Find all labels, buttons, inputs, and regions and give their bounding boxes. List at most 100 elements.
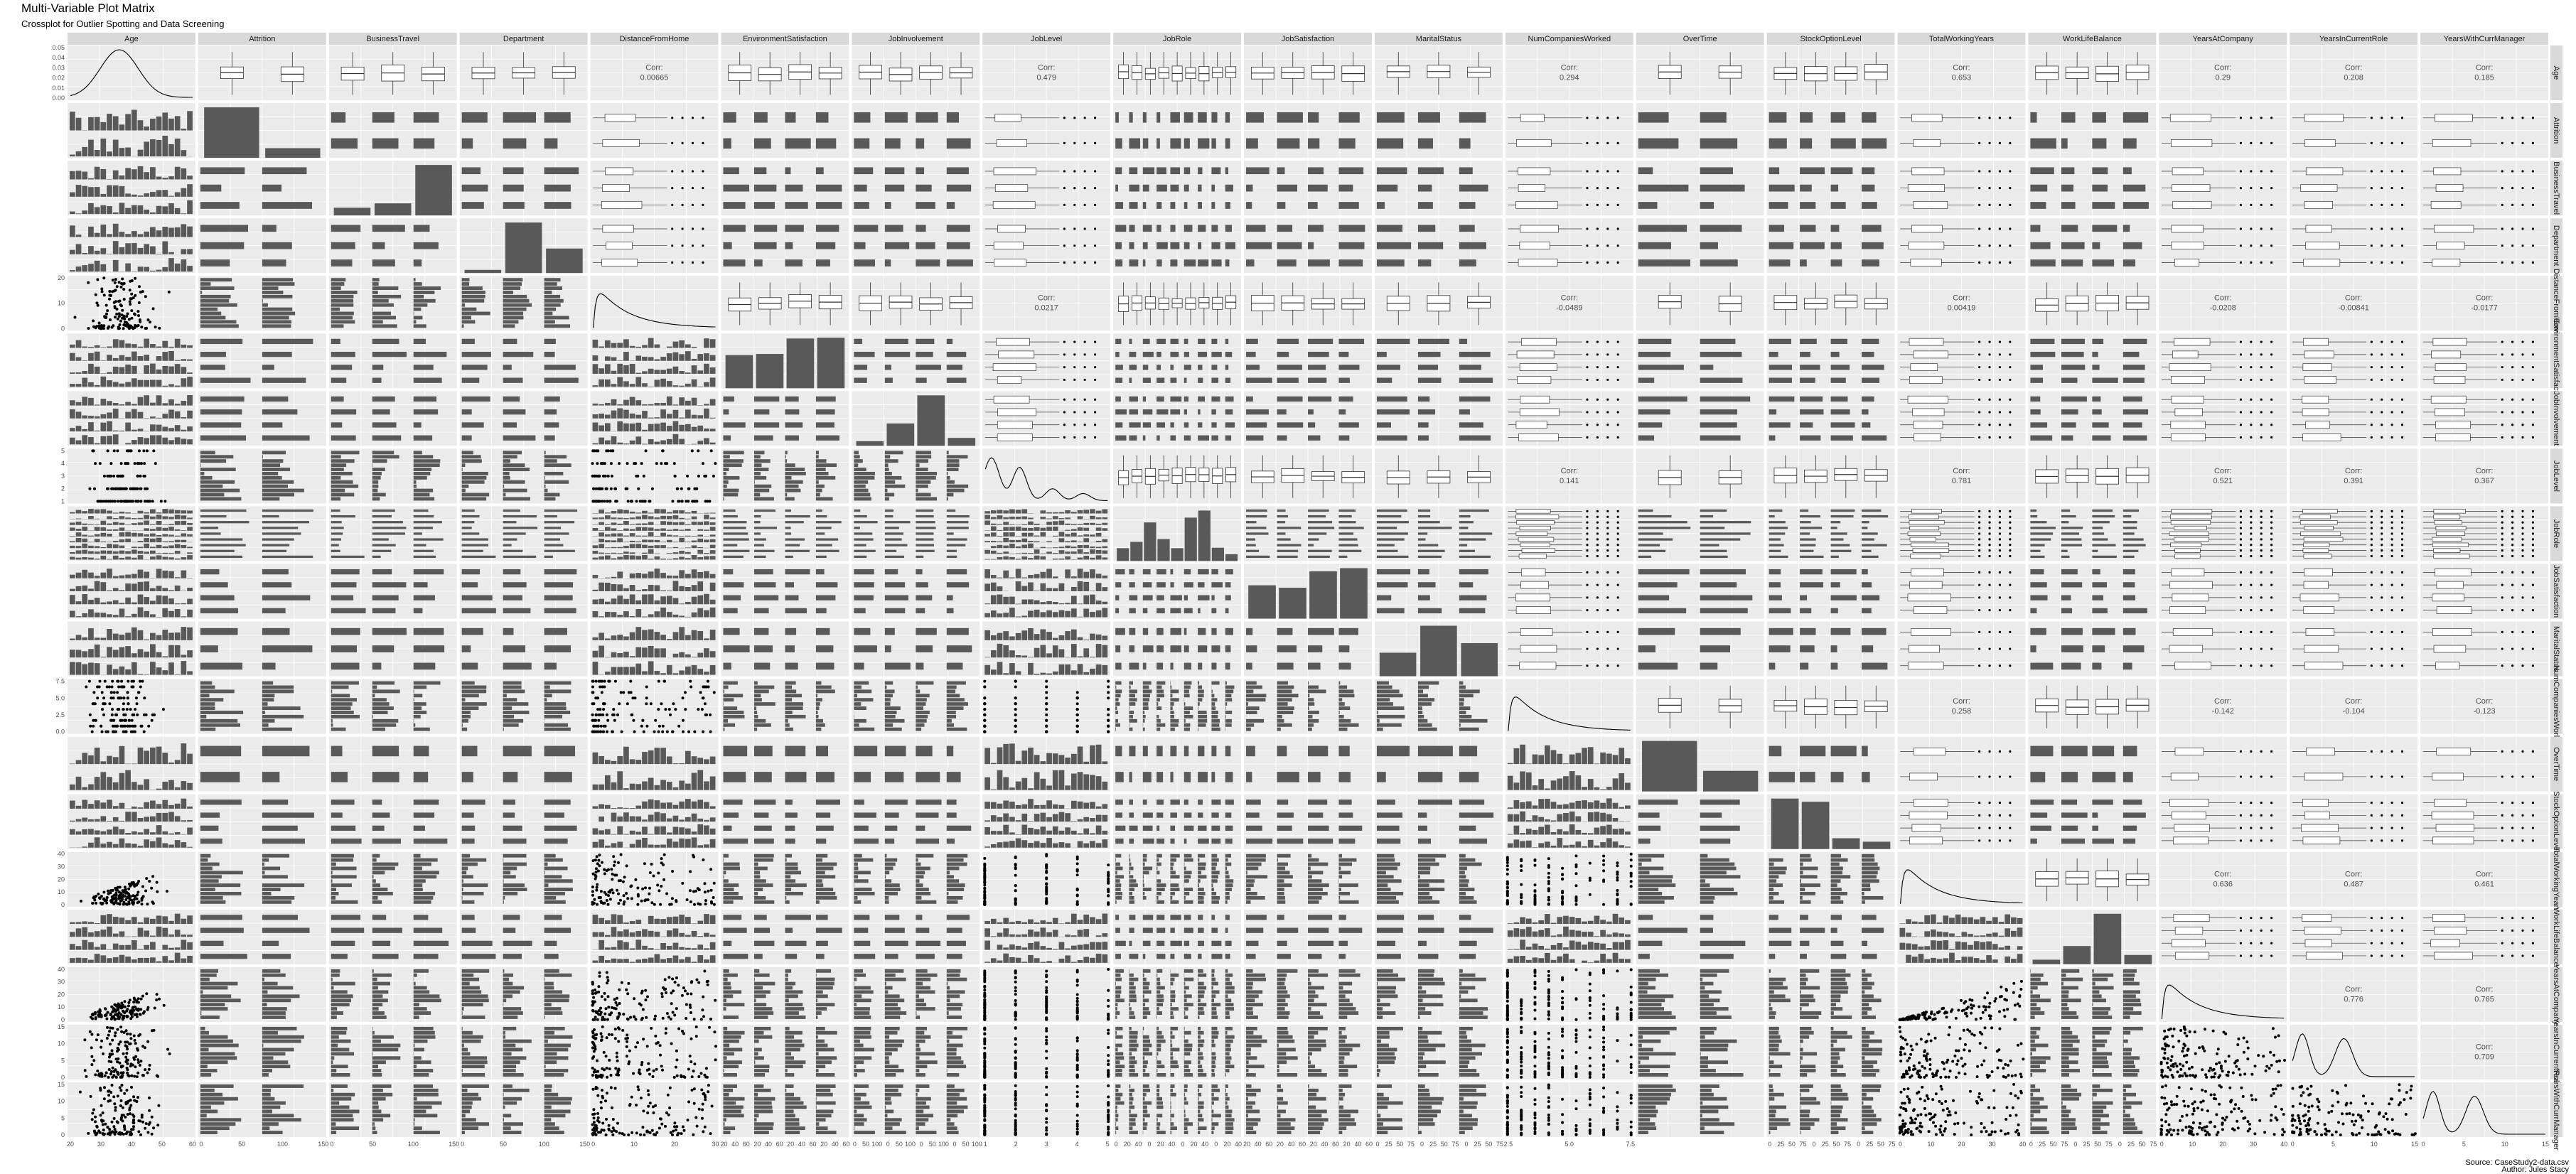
hist-bar [150,510,156,514]
scatter-point [97,304,100,307]
hist-bar [372,476,381,480]
hist-bar [642,515,648,519]
bar [2123,436,2147,441]
bar [723,515,737,517]
scatter-point [603,462,606,465]
bar [1225,397,1234,402]
bar [947,242,970,249]
outlier-point [1988,341,1990,343]
bar [462,436,472,441]
outlier-point [1586,170,1588,172]
bar [723,422,745,427]
outlier-point [2250,411,2252,413]
hist-bar [76,550,82,554]
bar [414,409,438,414]
scatter-point [112,475,115,478]
hist-bar [414,493,430,497]
outlier-point [2250,424,2252,426]
bar [414,436,432,441]
box [605,114,635,122]
scatter-point [116,449,119,452]
bar [1143,259,1146,266]
hist-bar [947,476,950,480]
bar [1700,436,1741,441]
outlier-point [2240,227,2242,230]
hist-bar [1009,532,1015,537]
bar [372,538,389,540]
bar [414,538,444,540]
hist-bar [704,529,709,531]
scatter-point [113,449,116,452]
hist-bar [200,451,215,454]
hist-bar [138,234,144,237]
bar [1156,185,1167,192]
bar [331,397,344,402]
hist-bar [593,524,599,525]
outlier-point [2391,187,2393,189]
bar [1246,225,1265,232]
box [1914,139,1940,146]
hist-bar [885,468,889,471]
bar [1418,436,1429,441]
panel-jobinvolvement-jobsatisfaction [1244,391,1372,446]
hist-bar [667,397,672,406]
outlier-point [2391,204,2393,206]
bar [262,409,298,414]
box [606,242,633,249]
bar [916,532,933,534]
outlier-point [1596,424,1599,426]
bar-environmentsatisfaction-3 [817,338,845,388]
hist-bar [82,347,87,348]
scatter-point [100,327,103,330]
hist-bar [144,534,149,537]
scatter-point [123,298,126,301]
bar [1211,185,1215,192]
hist-bar [697,370,703,374]
bar [754,544,764,546]
scatter-point [640,462,643,465]
bar [785,515,810,517]
hist-bar [667,516,672,519]
hist-bar [144,126,149,131]
bar [1184,242,1190,249]
box [1912,168,1944,175]
corr-value-joblevel-totalworkingyears: 0.781 [1952,477,1972,485]
bar [1769,409,1777,414]
hist-bar [262,480,294,484]
hist-bar [697,539,703,542]
outlier-point [2501,424,2503,426]
bar [462,515,480,517]
scatter-point [601,488,603,490]
bar [1338,225,1365,232]
hist-bar [673,385,679,387]
hist-bar [175,551,181,554]
hist-bar [1096,533,1102,537]
scatter-point [674,475,677,478]
box [998,225,1026,232]
hist-bar [200,286,235,290]
hist-bar [200,308,218,311]
bar [947,365,962,370]
hist-bar [175,227,181,237]
scatter-point [123,318,126,321]
box [2303,338,2328,345]
hist-bar [88,117,94,131]
hist-bar [144,355,149,361]
hist-bar [685,409,691,418]
bar [1377,409,1410,414]
outlier-point [2260,411,2263,413]
scatter-point [94,462,97,465]
bar [2030,352,2055,357]
box [2436,433,2471,441]
scatter-point [95,301,98,304]
outlier-point [2240,424,2242,426]
outlier-point [1084,170,1086,172]
hist-bar [617,534,623,537]
hist-bar [599,510,604,514]
bar [544,538,560,540]
hist-bar [132,430,137,431]
hist-bar [119,404,125,406]
hist-bar [816,485,825,488]
outlier-point [2260,244,2263,247]
